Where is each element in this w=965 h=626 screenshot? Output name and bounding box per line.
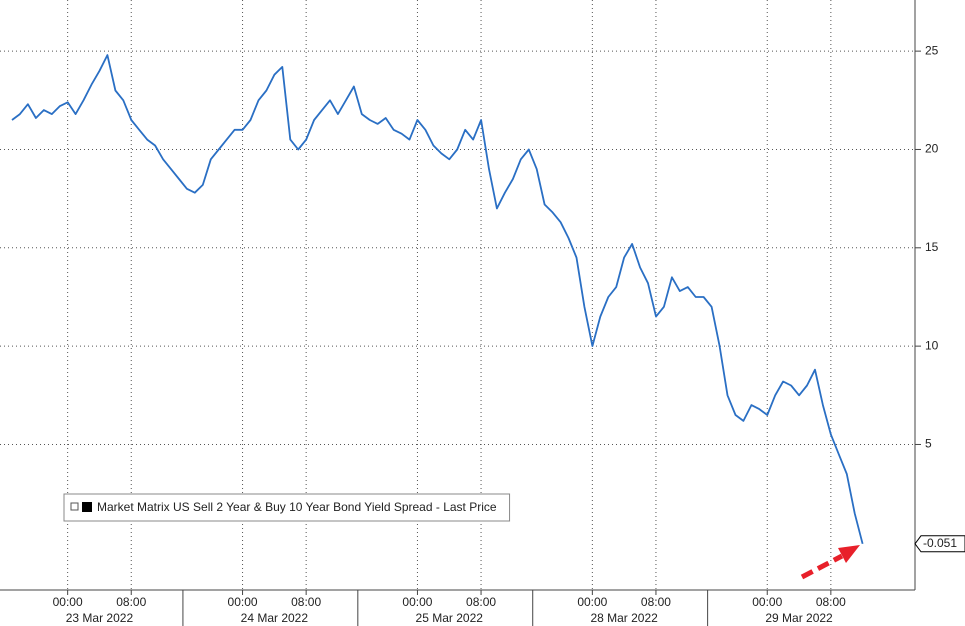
series-line bbox=[11, 54, 864, 545]
legend-label: Market Matrix US Sell 2 Year & Buy 10 Ye… bbox=[97, 500, 497, 514]
last-price-label: -0.051 bbox=[923, 536, 957, 550]
x-tick-label: 08:00 bbox=[641, 595, 671, 609]
y-tick-label: 25 bbox=[925, 43, 939, 57]
annotation-arrowhead bbox=[838, 545, 860, 563]
x-tick-label: 08:00 bbox=[816, 595, 846, 609]
day-label: 25 Mar 2022 bbox=[416, 611, 484, 625]
y-tick-label: 15 bbox=[925, 240, 939, 254]
x-tick-label: 08:00 bbox=[466, 595, 496, 609]
day-label: 24 Mar 2022 bbox=[241, 611, 309, 625]
y-tick-label: 20 bbox=[925, 142, 939, 156]
x-tick-label: 00:00 bbox=[752, 595, 782, 609]
legend: Market Matrix US Sell 2 Year & Buy 10 Ye… bbox=[63, 493, 511, 522]
day-label: 29 Mar 2022 bbox=[765, 611, 833, 625]
x-tick-label: 00:00 bbox=[577, 595, 607, 609]
legend-box bbox=[63, 493, 511, 522]
x-tick-label: 00:00 bbox=[402, 595, 432, 609]
plot-area bbox=[0, 0, 915, 590]
day-label: 23 Mar 2022 bbox=[66, 611, 134, 625]
y-tick-label: 10 bbox=[925, 338, 939, 352]
last-price-pointer bbox=[914, 535, 965, 553]
x-tick-label: 08:00 bbox=[116, 595, 146, 609]
x-tick-label: 00:00 bbox=[228, 595, 258, 609]
legend-swatch bbox=[82, 502, 92, 512]
legend-toggle bbox=[70, 502, 79, 511]
x-tick-label: 08:00 bbox=[291, 595, 321, 609]
x-tick-label: 00:00 bbox=[53, 595, 83, 609]
y-tick-label: 5 bbox=[925, 437, 932, 451]
day-label: 28 Mar 2022 bbox=[590, 611, 658, 625]
annotation-arrow bbox=[800, 553, 844, 580]
